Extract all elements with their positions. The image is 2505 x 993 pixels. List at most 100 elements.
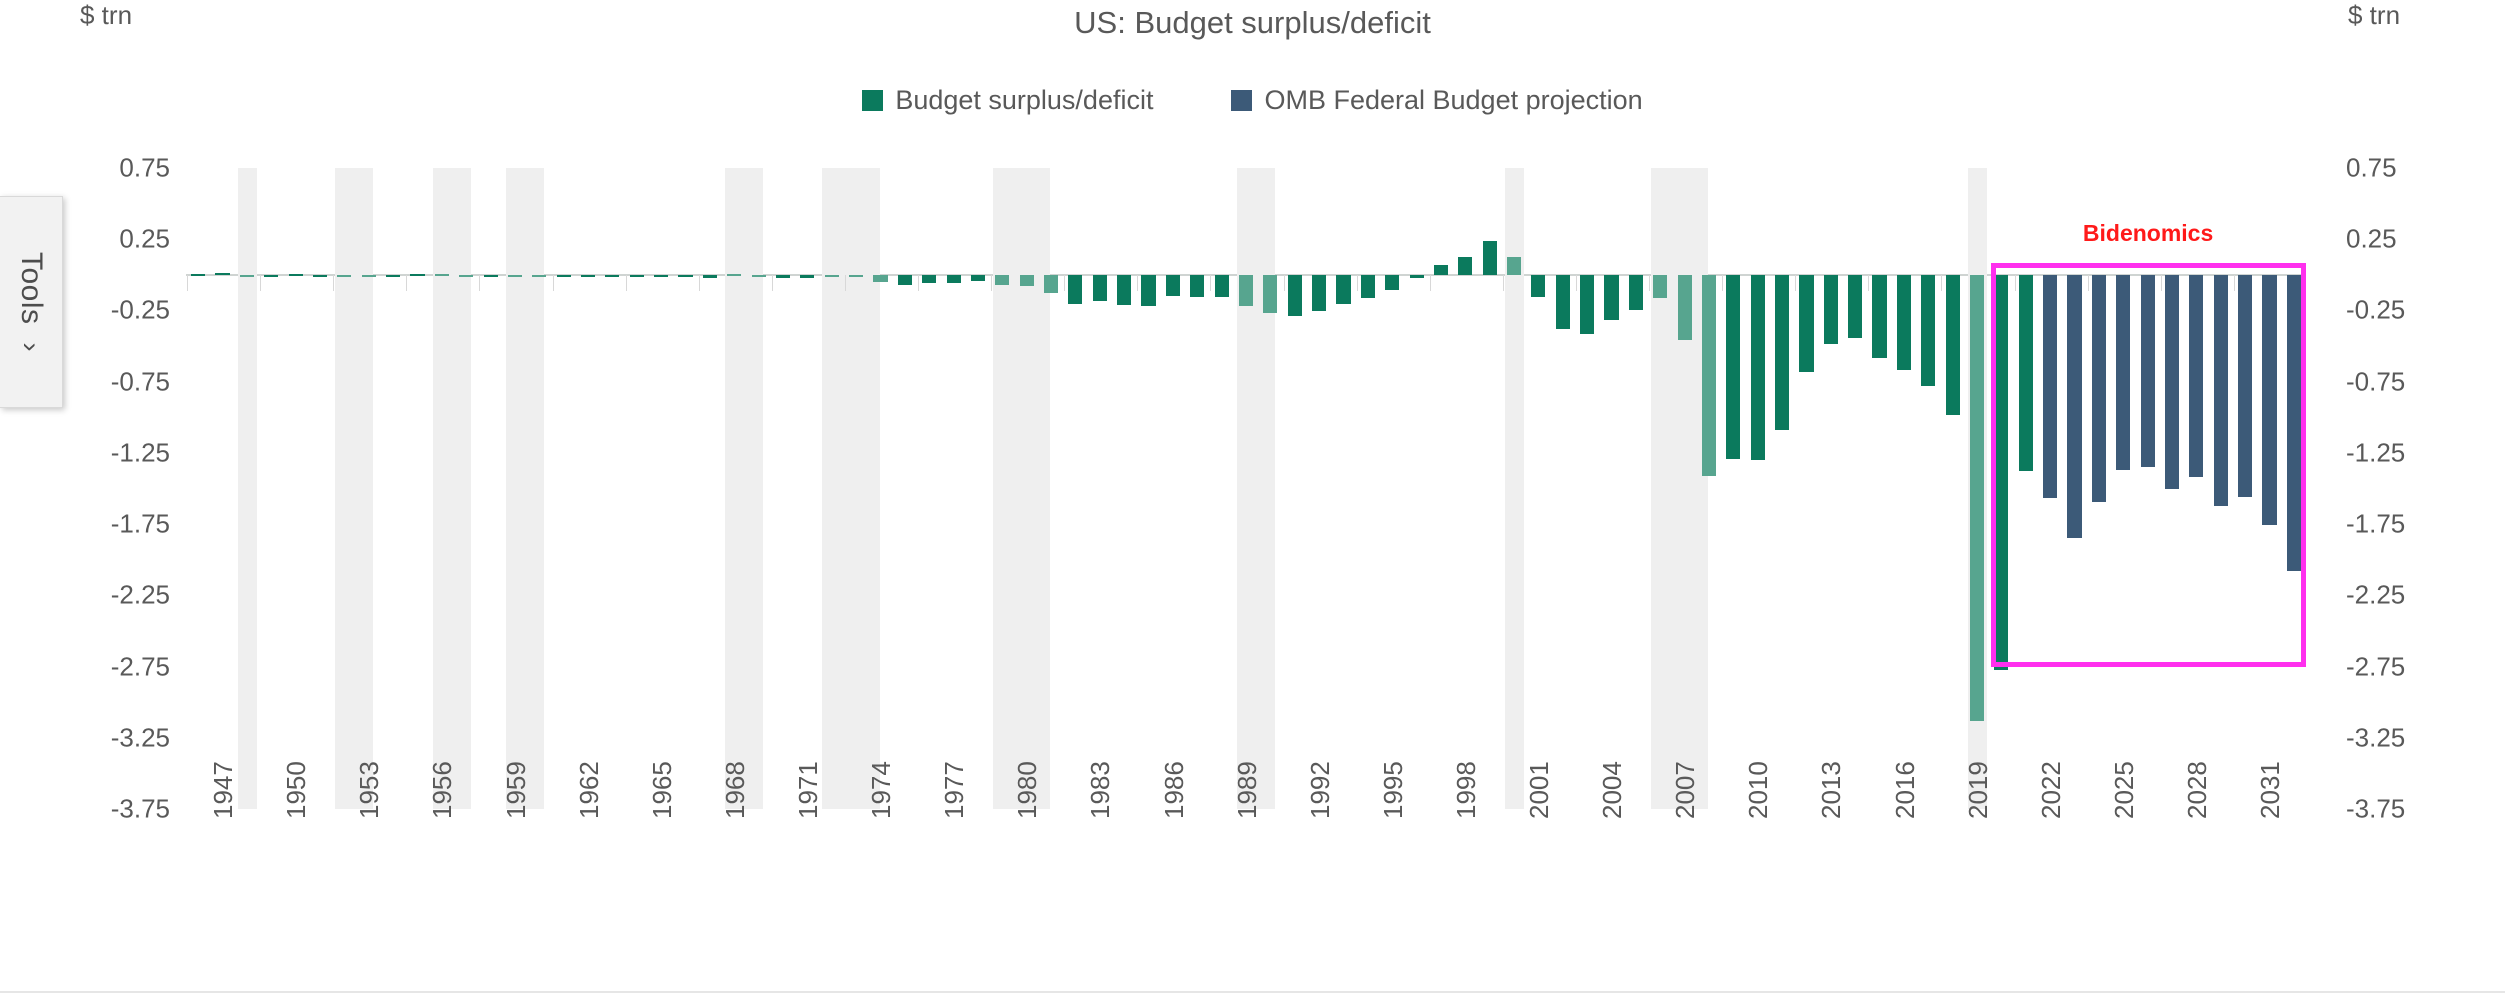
deficit-bar[interactable] — [702, 274, 717, 279]
projection-bar[interactable] — [2116, 274, 2131, 471]
deficit-bar[interactable] — [1799, 274, 1814, 372]
deficit-bar[interactable] — [800, 274, 815, 279]
deficit-bar[interactable] — [678, 274, 693, 277]
deficit-bar[interactable] — [1969, 274, 1985, 721]
deficit-bar[interactable] — [1653, 274, 1668, 298]
deficit-bar[interactable] — [1190, 274, 1205, 297]
deficit-bar[interactable] — [434, 274, 449, 277]
deficit-bar[interactable] — [1555, 274, 1570, 329]
deficit-bar[interactable] — [361, 274, 376, 277]
deficit-bar[interactable] — [727, 274, 742, 277]
y-axis-tick-label: -3.75 — [110, 793, 170, 824]
projection-bar[interactable] — [2067, 274, 2082, 538]
deficit-bar[interactable] — [1531, 274, 1546, 298]
deficit-bar[interactable] — [215, 273, 230, 276]
deficit-bar[interactable] — [824, 274, 839, 277]
deficit-bar[interactable] — [1848, 274, 1863, 338]
tools-panel-tab[interactable]: Tools › — [0, 196, 63, 408]
deficit-bar[interactable] — [483, 274, 498, 277]
deficit-bar[interactable] — [1312, 274, 1327, 312]
deficit-bar[interactable] — [264, 274, 279, 277]
deficit-bar[interactable] — [1872, 274, 1887, 359]
deficit-bar[interactable] — [1750, 274, 1765, 460]
deficit-bar[interactable] — [1043, 274, 1059, 294]
deficit-bar[interactable] — [288, 273, 303, 276]
deficit-bar[interactable] — [1921, 274, 1936, 386]
projection-bar[interactable] — [2286, 274, 2301, 571]
deficit-bar[interactable] — [532, 274, 547, 277]
deficit-bar[interactable] — [1214, 274, 1229, 297]
x-axis-tick-label: 2016 — [1889, 761, 1920, 819]
x-tick-mark — [260, 274, 262, 291]
deficit-bar[interactable] — [1238, 274, 1254, 307]
deficit-bar[interactable] — [556, 274, 571, 277]
deficit-bar[interactable] — [1604, 274, 1619, 321]
x-tick-mark — [1283, 274, 1285, 291]
deficit-bar[interactable] — [897, 274, 912, 286]
deficit-bar[interactable] — [946, 274, 961, 284]
deficit-bar[interactable] — [1701, 274, 1717, 477]
deficit-bar[interactable] — [1458, 256, 1473, 275]
deficit-bar[interactable] — [751, 274, 766, 277]
deficit-bar[interactable] — [1385, 274, 1400, 291]
deficit-bar[interactable] — [654, 274, 669, 277]
deficit-bar[interactable] — [922, 274, 937, 283]
deficit-bar[interactable] — [1141, 274, 1156, 307]
projection-bar[interactable] — [2238, 274, 2253, 497]
deficit-bar[interactable] — [629, 274, 644, 277]
deficit-bar[interactable] — [1580, 274, 1595, 334]
deficit-bar[interactable] — [337, 274, 352, 277]
deficit-bar[interactable] — [1409, 274, 1424, 278]
projection-bar[interactable] — [2189, 274, 2204, 477]
deficit-bar[interactable] — [410, 274, 425, 277]
deficit-bar[interactable] — [1336, 274, 1351, 304]
projection-bar[interactable] — [2140, 274, 2155, 467]
legend-item-1[interactable]: OMB Federal Budget projection — [1231, 85, 1643, 116]
projection-bar[interactable] — [2043, 274, 2058, 499]
projection-bar[interactable] — [2091, 274, 2106, 503]
y-axis-tick-label: 0.25 — [119, 223, 170, 254]
deficit-bar[interactable] — [1775, 274, 1790, 430]
deficit-bar[interactable] — [581, 274, 596, 277]
deficit-bar[interactable] — [312, 274, 328, 277]
deficit-bar[interactable] — [1263, 274, 1278, 314]
deficit-bar[interactable] — [1945, 274, 1960, 415]
deficit-bar[interactable] — [1823, 274, 1838, 344]
deficit-bar[interactable] — [1117, 274, 1132, 306]
deficit-bar[interactable] — [605, 274, 620, 277]
legend-item-label: OMB Federal Budget projection — [1264, 85, 1643, 115]
deficit-bar[interactable] — [1628, 274, 1643, 311]
projection-bar[interactable] — [2213, 274, 2228, 507]
legend-item-0[interactable]: Budget surplus/deficit — [862, 85, 1153, 116]
deficit-bar[interactable] — [1896, 274, 1911, 370]
deficit-bar[interactable] — [191, 274, 206, 277]
deficit-bar[interactable] — [507, 274, 523, 277]
x-tick-mark — [2160, 274, 2162, 291]
deficit-bar[interactable] — [1068, 274, 1083, 305]
deficit-bar[interactable] — [1433, 265, 1448, 275]
projection-bar[interactable] — [2262, 274, 2277, 525]
deficit-bar[interactable] — [1287, 274, 1302, 317]
deficit-bar[interactable] — [239, 274, 254, 277]
y-axis-tick-label: -0.75 — [110, 366, 170, 397]
deficit-bar[interactable] — [995, 274, 1010, 286]
x-axis-tick-label: 1995 — [1377, 761, 1408, 819]
deficit-bar[interactable] — [1506, 256, 1522, 275]
deficit-bar[interactable] — [970, 274, 985, 281]
deficit-bar[interactable] — [386, 274, 401, 277]
x-tick-mark — [1064, 274, 1066, 291]
deficit-bar[interactable] — [459, 274, 474, 277]
deficit-bar[interactable] — [775, 274, 791, 279]
deficit-bar[interactable] — [1994, 274, 2009, 670]
deficit-bar[interactable] — [1092, 274, 1107, 302]
deficit-bar[interactable] — [1360, 274, 1375, 299]
deficit-bar[interactable] — [2018, 274, 2033, 471]
deficit-bar[interactable] — [1165, 274, 1180, 297]
deficit-bar[interactable] — [873, 274, 888, 283]
deficit-bar[interactable] — [1482, 241, 1497, 275]
projection-bar[interactable] — [2164, 274, 2180, 489]
deficit-bar[interactable] — [849, 274, 864, 277]
deficit-bar[interactable] — [1677, 274, 1692, 341]
deficit-bar[interactable] — [1019, 274, 1034, 287]
deficit-bar[interactable] — [1726, 274, 1741, 460]
